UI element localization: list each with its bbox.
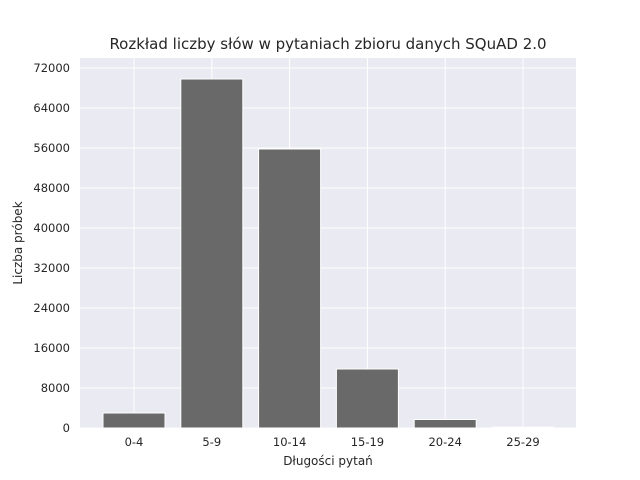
bar-10-14 <box>258 148 322 429</box>
y-axis-label: Liczba próbek <box>11 201 25 284</box>
y-tick-label: 40000 <box>33 221 70 235</box>
bar-25-29 <box>491 426 555 429</box>
bars <box>102 78 555 429</box>
plot-area <box>80 58 576 428</box>
x-tick-label: 25-29 <box>506 435 539 449</box>
x-tick-label: 0-4 <box>125 435 144 449</box>
y-tick-label: 48000 <box>33 181 70 195</box>
y-tick-label: 56000 <box>33 141 70 155</box>
y-tick-label: 24000 <box>33 301 70 315</box>
bar-15-19 <box>335 368 399 429</box>
y-tick-label: 72000 <box>33 61 70 75</box>
bar-5-9 <box>180 78 244 429</box>
y-tick-label: 32000 <box>33 261 70 275</box>
y-tick-label: 0 <box>63 421 70 435</box>
x-tick-label: 5-9 <box>202 435 221 449</box>
bar-20-24 <box>413 419 477 429</box>
bar-0-4 <box>102 412 166 429</box>
y-tick-label: 16000 <box>33 341 70 355</box>
x-axis-ticks: 0-4 5-9 10-14 15-19 20-24 25-29 <box>125 435 540 449</box>
x-tick-label: 15-19 <box>351 435 384 449</box>
x-tick-label: 10-14 <box>273 435 306 449</box>
y-tick-label: 8000 <box>41 381 70 395</box>
x-tick-label: 20-24 <box>428 435 461 449</box>
x-axis-label: Długości pytań <box>283 454 373 468</box>
y-tick-label: 64000 <box>33 101 70 115</box>
chart-title: Rozkład liczby słów w pytaniach zbioru d… <box>109 35 546 53</box>
y-axis-ticks: 0 8000 16000 24000 32000 40000 48000 56000 64000… <box>33 61 70 435</box>
